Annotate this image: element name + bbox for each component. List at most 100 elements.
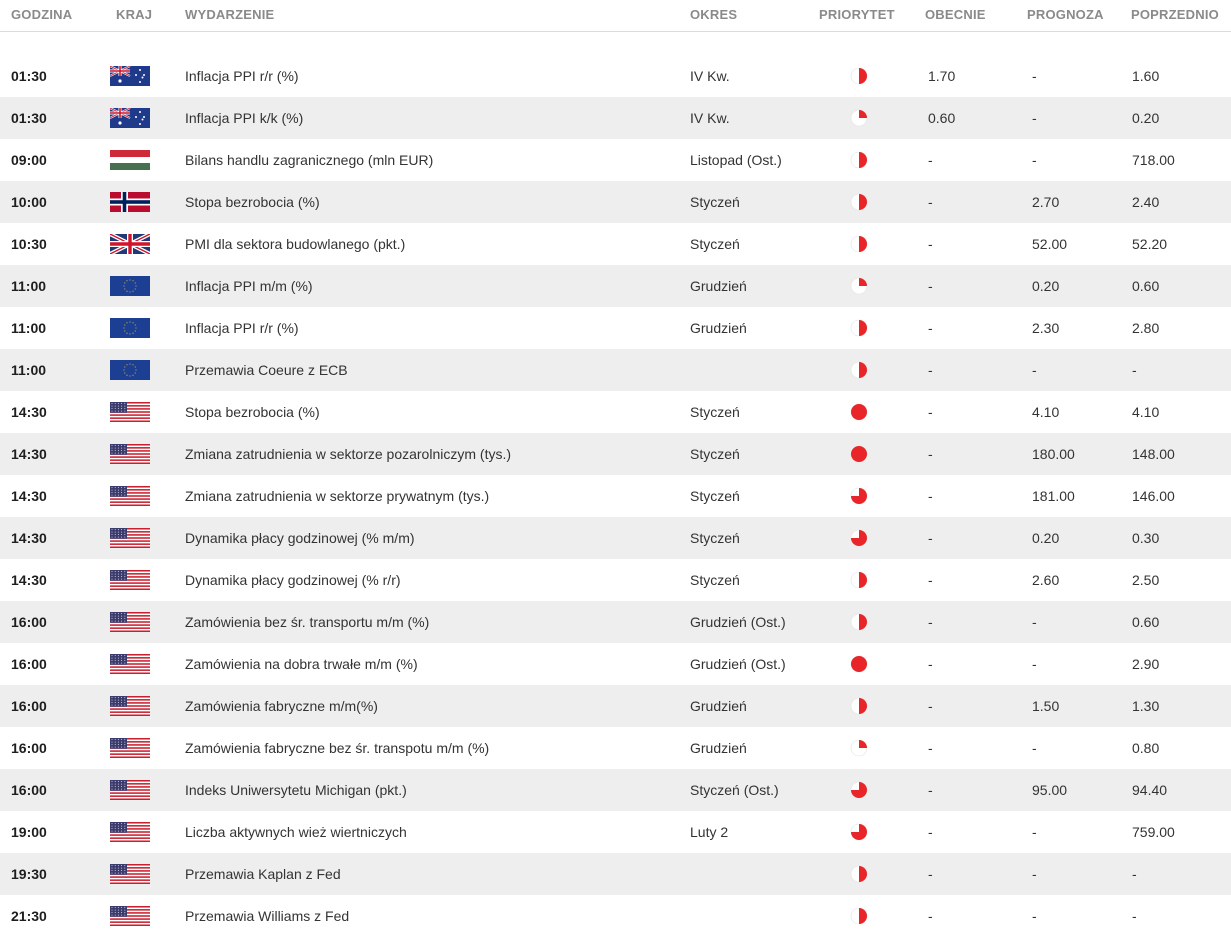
current-value: - [928, 446, 933, 462]
table-row[interactable]: 19:00 Liczba aktywnych wież wiertniczych L… [0, 811, 1231, 853]
event-time: 14:30 [11, 488, 47, 504]
event-name[interactable]: Stopa bezrobocia (%) [185, 404, 320, 420]
event-time: 10:30 [11, 236, 47, 252]
event-name[interactable]: Zmiana zatrudnienia w sektorze prywatnym… [185, 488, 490, 504]
event-name[interactable]: Dynamika płacy godzinowej (% m/m) [185, 530, 415, 546]
forecast-value: - [1032, 740, 1037, 756]
forecast-value: - [1032, 362, 1037, 378]
table-row[interactable]: 21:30 Przemawia Williams z Fed - - - [0, 895, 1231, 937]
event-name[interactable]: Inflacja PPI k/k (%) [185, 110, 304, 126]
table-row[interactable]: 11:00 Inflacja PPI r/r (%) Grudzień - 2.30 2.… [0, 307, 1231, 349]
eu-flag-icon [110, 276, 150, 296]
event-name[interactable]: Przemawia Williams z Fed [185, 908, 350, 924]
previous-value: 4.10 [1132, 404, 1160, 420]
priority-icon [850, 109, 868, 127]
table-row[interactable]: 16:00 Indeks Uniwersytetu Michigan (pkt.)… [0, 769, 1231, 811]
event-name[interactable]: Przemawia Coeure z ECB [185, 362, 348, 378]
header-priority[interactable]: PRIORYTET [819, 7, 895, 22]
header-country[interactable]: KRAJ [116, 7, 153, 22]
event-name[interactable]: Inflacja PPI r/r (%) [185, 68, 299, 84]
priority-icon [850, 235, 868, 253]
table-row[interactable]: 09:00 Bilans handlu zagranicznego (mln EU… [0, 139, 1231, 181]
priority-icon [850, 571, 868, 589]
uk-flag-icon [109, 232, 151, 256]
table-row[interactable]: 10:00 Stopa bezrobocia (%) Styczeń - 2.70 2.4… [0, 181, 1231, 223]
priority-icon [850, 739, 868, 757]
header-forecast[interactable]: PROGNOZA [1027, 7, 1104, 22]
event-name[interactable]: Przemawia Kaplan z Fed [185, 866, 341, 882]
previous-value: 0.60 [1132, 278, 1160, 294]
table-row[interactable]: 14:30 Zmiana zatrudnienia w sektorze pryw… [0, 475, 1231, 517]
header-period[interactable]: OKRES [690, 7, 738, 22]
event-period: Styczeń [690, 404, 740, 420]
header-previous[interactable]: POPRZEDNIO [1131, 7, 1219, 22]
event-name[interactable]: Zamówienia na dobra trwałe m/m (%) [185, 656, 418, 672]
forecast-value: - [1032, 68, 1037, 84]
event-period: Styczeń [690, 530, 740, 546]
event-name[interactable]: Zamówienia fabryczne bez śr. transpotu m… [185, 740, 490, 756]
table-row[interactable]: 16:00 Zamówienia bez śr. transportu m/m (… [0, 601, 1231, 643]
event-period: Grudzień (Ost.) [690, 656, 786, 672]
table-row[interactable]: 14:30 Stopa bezrobocia (%) Styczeń - 4.10 4.1… [0, 391, 1231, 433]
priority-icon [850, 655, 868, 673]
header-event[interactable]: WYDARZENIE [185, 7, 275, 22]
event-name[interactable]: Indeks Uniwersytetu Michigan (pkt.) [185, 782, 407, 798]
event-time: 16:00 [11, 782, 47, 798]
current-value: - [928, 194, 933, 210]
event-name[interactable]: Liczba aktywnych wież wiertniczych [185, 824, 407, 840]
event-period: Styczeń [690, 194, 740, 210]
forecast-value: 2.70 [1032, 194, 1060, 210]
forecast-value: 4.10 [1032, 404, 1060, 420]
priority-icon [850, 865, 868, 883]
previous-value: 148.00 [1132, 446, 1175, 462]
current-value: - [928, 488, 933, 504]
event-name[interactable]: Stopa bezrobocia (%) [185, 194, 320, 210]
current-value: - [928, 320, 933, 336]
event-name[interactable]: Inflacja PPI r/r (%) [185, 320, 299, 336]
event-name[interactable]: PMI dla sektora budowlanego (pkt.) [185, 236, 406, 252]
table-row[interactable]: 19:30 Przemawia Kaplan z Fed - - - [0, 853, 1231, 895]
priority-icon [850, 529, 868, 547]
event-time: 11:00 [11, 320, 47, 336]
event-period: Styczeń [690, 446, 740, 462]
event-time: 14:30 [11, 404, 47, 420]
previous-value: 146.00 [1132, 488, 1175, 504]
priority-icon [850, 697, 868, 715]
forecast-value: - [1032, 614, 1037, 630]
eu-flag-icon [110, 360, 150, 380]
header-time[interactable]: GODZINA [11, 7, 73, 22]
table-row[interactable]: 10:30 PMI dla sektora budowlanego (pkt.) S… [0, 223, 1231, 265]
priority-icon [850, 781, 868, 799]
table-row[interactable]: 01:30 Inflacja PPI r/r (%) IV Kw. 1.70 - 1.60 [0, 55, 1231, 97]
table-row[interactable]: 11:00 Przemawia Coeure z ECB - - - [0, 349, 1231, 391]
norway-flag-icon [110, 192, 150, 212]
table-row[interactable]: 16:00 Zamówienia fabryczne m/m(%) Grudzień… [0, 685, 1231, 727]
priority-icon [850, 277, 868, 295]
event-name[interactable]: Inflacja PPI m/m (%) [185, 278, 313, 294]
current-value: - [928, 152, 933, 168]
table-row[interactable]: 16:00 Zamówienia na dobra trwałe m/m (%) G… [0, 643, 1231, 685]
eu-flag-icon [110, 318, 150, 338]
priority-icon [850, 487, 868, 505]
event-name[interactable]: Zmiana zatrudnienia w sektorze pozarolni… [185, 446, 512, 462]
event-name[interactable]: Bilans handlu zagranicznego (mln EUR) [185, 152, 434, 168]
event-time: 19:00 [11, 824, 47, 840]
table-row[interactable]: 14:30 Dynamika płacy godzinowej (% r/r) St… [0, 559, 1231, 601]
usa-flag-icon [110, 822, 150, 842]
event-name[interactable]: Dynamika płacy godzinowej (% r/r) [185, 572, 401, 588]
event-name[interactable]: Zamówienia fabryczne m/m(%) [185, 698, 378, 714]
table-row[interactable]: 01:30 Inflacja PPI k/k (%) IV Kw. 0.60 - 0.20 [0, 97, 1231, 139]
table-row[interactable]: 14:30 Zmiana zatrudnienia w sektorze poza… [0, 433, 1231, 475]
calendar-table-body: 01:30 Inflacja PPI r/r (%) IV Kw. 1.70 - 1.60… [0, 55, 1231, 937]
event-name[interactable]: Zamówienia bez śr. transportu m/m (%) [185, 614, 430, 630]
previous-value: - [1132, 362, 1137, 378]
table-row[interactable]: 14:30 Dynamika płacy godzinowej (% m/m) St… [0, 517, 1231, 559]
previous-value: 0.60 [1132, 614, 1160, 630]
current-value: 1.70 [928, 68, 956, 84]
table-row[interactable]: 16:00 Zamówienia fabryczne bez śr. transp… [0, 727, 1231, 769]
current-value: - [928, 614, 933, 630]
priority-icon [850, 151, 868, 169]
table-row[interactable]: 11:00 Inflacja PPI m/m (%) Grudzień - 0.20 0.… [0, 265, 1231, 307]
header-current[interactable]: OBECNIE [925, 7, 986, 22]
hungary-flag-icon [110, 150, 150, 170]
